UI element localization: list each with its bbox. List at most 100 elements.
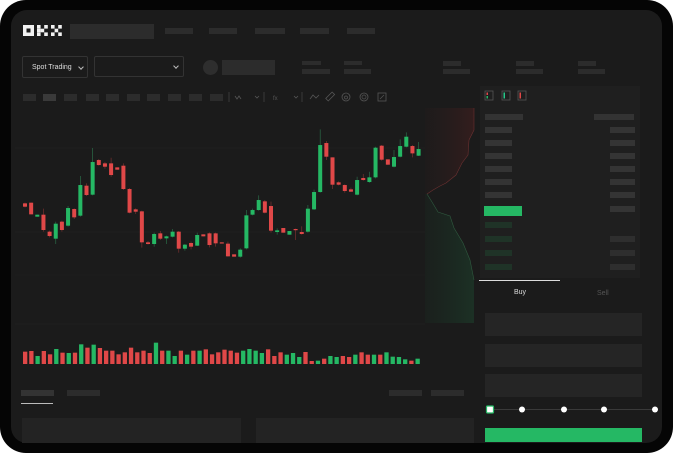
candle — [392, 150, 396, 168]
bid-amount — [610, 250, 635, 256]
ask-price — [485, 127, 512, 133]
timeframe-button[interactable] — [64, 94, 77, 101]
candle — [385, 159, 390, 165]
candle-body — [29, 202, 34, 215]
pair-name-placeholder — [222, 60, 275, 75]
candle — [238, 248, 243, 258]
volume-bar — [403, 359, 408, 364]
amount-input[interactable] — [485, 344, 642, 367]
timeframe-button[interactable] — [168, 94, 181, 101]
candle-body — [96, 160, 101, 166]
candle — [78, 176, 83, 217]
amount-slider[interactable] — [484, 403, 662, 416]
candle — [96, 159, 101, 166]
candle-body — [256, 200, 261, 211]
slider-mark-75[interactable] — [601, 406, 607, 413]
orderbook-asks-icon[interactable] — [517, 90, 527, 101]
candle-body — [66, 208, 71, 226]
candle-body — [23, 203, 27, 207]
search-placeholder[interactable] — [70, 24, 154, 39]
candle — [139, 210, 144, 248]
okx-logo — [23, 25, 62, 36]
candle-type-icon[interactable]: fx — [273, 96, 278, 102]
tab-open-orders[interactable] — [21, 390, 54, 396]
candle-body — [361, 178, 366, 181]
candle — [72, 208, 77, 220]
ask-price — [485, 153, 512, 159]
total-input[interactable] — [485, 374, 642, 397]
volume-bar — [216, 352, 221, 364]
candle-body — [127, 189, 132, 213]
candle — [170, 229, 175, 238]
last-price — [484, 206, 522, 216]
candle — [373, 146, 378, 179]
candle-body — [392, 157, 396, 167]
price-input[interactable] — [485, 313, 642, 336]
volume-bar — [297, 357, 302, 364]
pencil-icon[interactable] — [325, 91, 336, 102]
tab-order-history[interactable] — [67, 390, 100, 396]
ask-amount — [610, 166, 635, 172]
settings-icon[interactable] — [359, 92, 369, 102]
volume-bar — [359, 352, 364, 364]
bid-price — [485, 250, 512, 256]
pair-select[interactable] — [94, 56, 184, 77]
timeframe-button[interactable] — [147, 94, 160, 101]
stat-label — [516, 61, 534, 66]
volume-bar — [72, 352, 78, 364]
candle — [379, 145, 384, 161]
nav-item[interactable] — [255, 28, 285, 34]
volume-bar — [384, 352, 389, 364]
slider-handle[interactable] — [485, 405, 495, 414]
volume-bar — [396, 357, 402, 364]
buy-submit-button[interactable] — [485, 428, 642, 442]
product-type-select[interactable]: Spot Trading — [22, 56, 88, 78]
candle — [318, 129, 323, 193]
bottom-action[interactable] — [389, 390, 422, 396]
orderbook-bids-icon[interactable] — [501, 90, 511, 101]
timeframe-button[interactable] — [43, 94, 56, 101]
tab-buy[interactable]: Buy — [514, 289, 527, 296]
candle — [256, 195, 261, 211]
chevron-down-icon[interactable] — [293, 95, 299, 99]
candle — [84, 183, 89, 197]
nav-item[interactable] — [347, 28, 375, 34]
fullscreen-icon[interactable] — [377, 92, 387, 102]
volume-bar — [309, 361, 314, 364]
timeframe-button[interactable] — [86, 94, 99, 101]
ask-amount — [610, 206, 635, 212]
candle-body — [225, 243, 230, 257]
volume-bar — [365, 354, 370, 364]
candle — [244, 210, 249, 250]
candle-body — [410, 146, 415, 154]
drawing-line-icon[interactable] — [309, 94, 320, 100]
candle — [250, 208, 255, 216]
camera-icon[interactable] — [341, 92, 351, 102]
tab-sell[interactable]: Sell — [597, 290, 609, 297]
candle-body — [385, 159, 390, 165]
bottom-action[interactable] — [431, 390, 464, 396]
chevron-down-icon[interactable] — [254, 95, 260, 99]
timeframe-button[interactable] — [189, 94, 202, 101]
ask-price — [485, 140, 512, 146]
orderbook-both-icon[interactable] — [484, 90, 494, 101]
slider-mark-50[interactable] — [561, 406, 567, 413]
nav-item[interactable] — [209, 28, 237, 34]
nav-item[interactable] — [300, 28, 329, 34]
candle-body — [330, 157, 335, 185]
slider-mark-100[interactable] — [652, 406, 658, 413]
indicator-icon[interactable] — [234, 95, 242, 100]
slider-mark-25[interactable] — [519, 406, 525, 413]
candle-body — [416, 149, 421, 156]
volume-bar — [153, 342, 159, 364]
candle — [342, 184, 347, 193]
candle-body — [250, 210, 255, 215]
timeframe-button[interactable] — [23, 94, 36, 101]
ask-amount — [610, 179, 635, 185]
timeframe-button[interactable] — [106, 94, 119, 101]
timeframe-button[interactable] — [127, 94, 140, 101]
volume-bar — [209, 354, 215, 364]
timeframe-button[interactable] — [210, 94, 223, 101]
nav-item[interactable] — [165, 28, 193, 34]
